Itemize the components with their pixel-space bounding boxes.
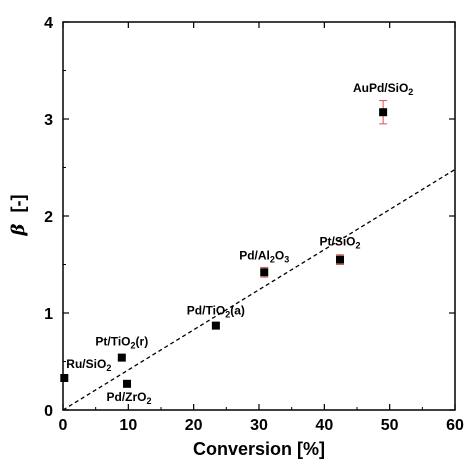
data-point	[60, 373, 69, 382]
fit-line-layer	[62, 168, 456, 411]
data-point	[336, 255, 345, 264]
tick-labels: 0 10 20 30 40 50 60 0 1 2 3 4	[44, 15, 464, 434]
y-tick-label: 2	[44, 209, 53, 226]
data-point	[211, 321, 220, 330]
x-tick-label: 60	[446, 417, 464, 434]
y-tick-label: 3	[44, 112, 53, 129]
y-tick-label: 1	[44, 306, 53, 323]
point-label: Pt/SiO2	[319, 235, 360, 251]
y-axis-symbol: β	[8, 223, 29, 236]
svg-text:β [-]: β [-]	[8, 195, 29, 237]
point-label: Pd/TiO2(a)	[187, 304, 245, 320]
fit-line	[62, 168, 456, 411]
x-tick-label: 40	[315, 417, 333, 434]
data-point	[260, 268, 269, 277]
x-tick-label: 20	[185, 417, 203, 434]
point-label: Pt/TiO2(r)	[95, 335, 148, 351]
x-tick-label: 10	[119, 417, 137, 434]
data-point	[123, 379, 132, 388]
x-axis-title: Conversion [%]	[193, 439, 325, 459]
y-axis-unit: [-]	[8, 195, 28, 213]
point-label: Pd/Al2O3	[239, 248, 289, 264]
axes	[62, 21, 456, 411]
y-tick-label: 0	[44, 403, 53, 420]
data-point	[117, 353, 126, 362]
point-label: AuPd/SiO2	[353, 81, 413, 97]
x-tick-label: 0	[59, 417, 68, 434]
plot-frame	[62, 21, 456, 411]
point-label: Ru/SiO2	[66, 357, 111, 373]
x-tick-label: 50	[381, 417, 399, 434]
data-points	[60, 100, 388, 388]
point-labels: Ru/SiO2 Pt/TiO2(r) Pd/ZrO2 Pd/TiO2(a) Pd/Al2…	[66, 81, 413, 406]
y-tick-label: 4	[44, 15, 53, 32]
data-point	[379, 108, 388, 117]
point-label: Pd/ZrO2	[107, 390, 152, 406]
y-axis-title: β [-]	[8, 195, 29, 237]
x-tick-label: 30	[250, 417, 268, 434]
